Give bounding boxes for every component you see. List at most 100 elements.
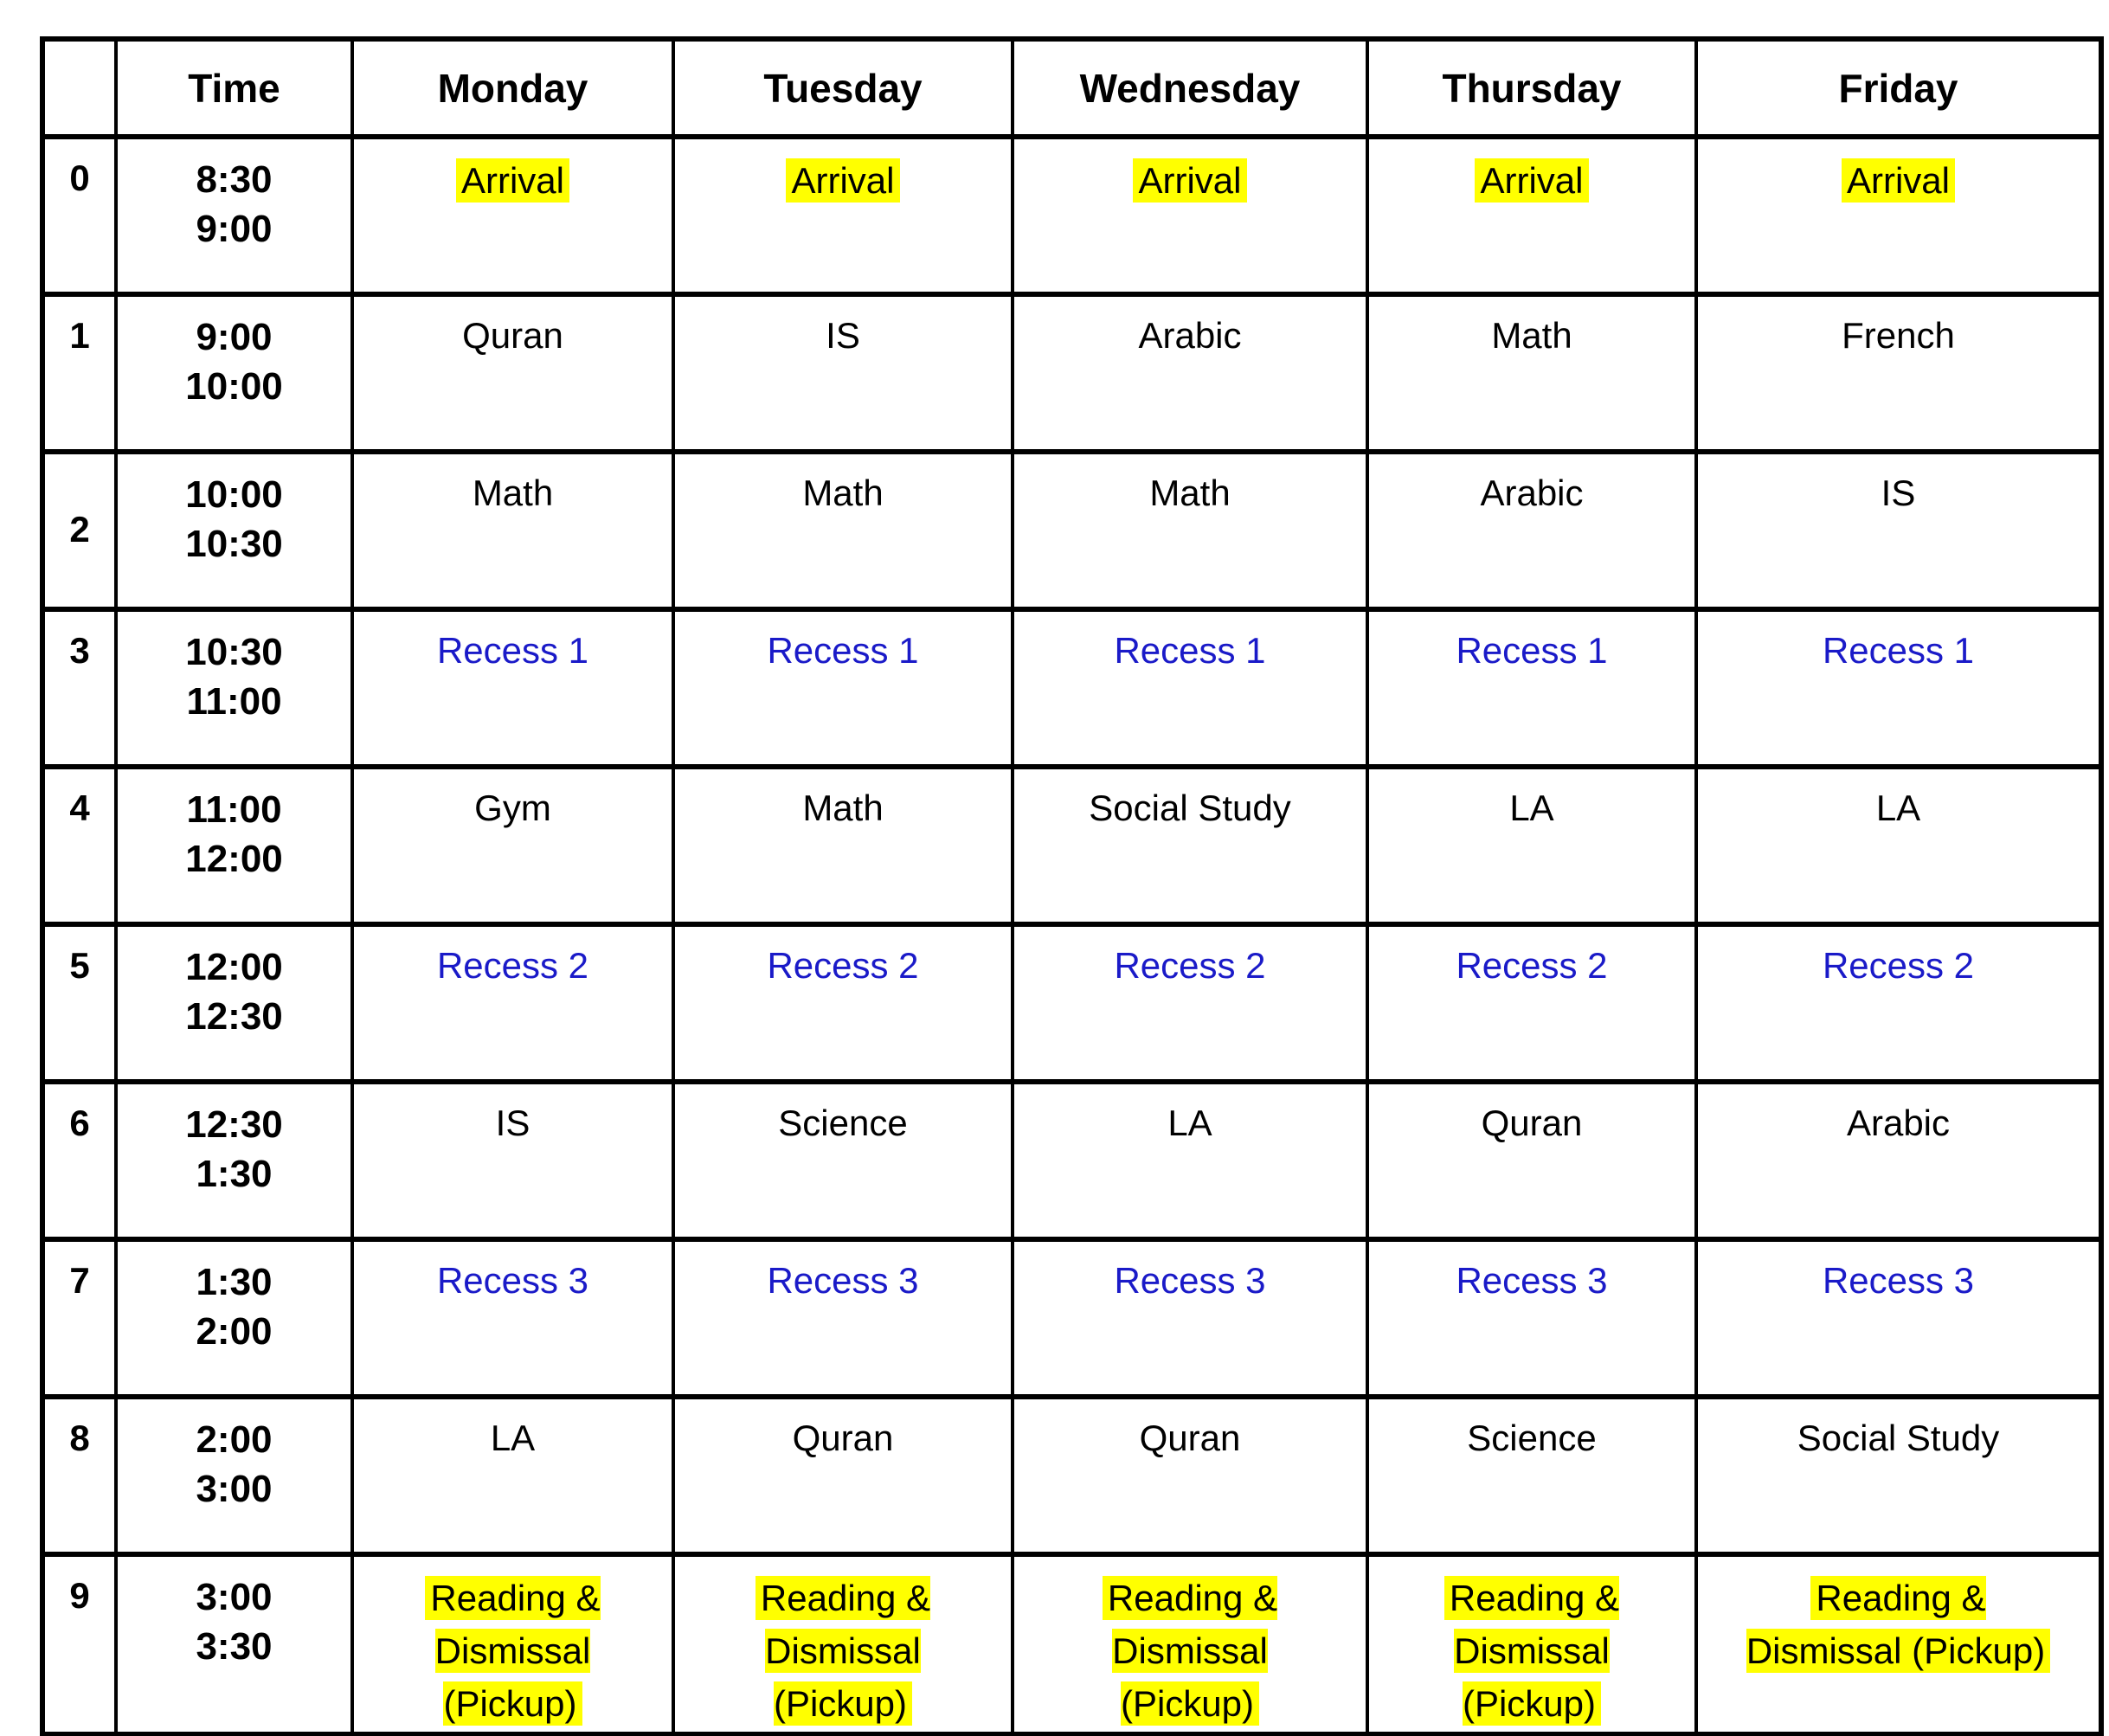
cell-thursday: Recess 1 xyxy=(1366,607,1698,769)
cell-wednesday: Recess 3 xyxy=(1011,1237,1369,1399)
cell-monday: Math xyxy=(350,449,675,612)
cell-thursday: LA xyxy=(1366,764,1698,927)
header-period-number xyxy=(41,36,118,139)
table-row-period-1: 1 9:00 10:00 Quran IS Arabic Math French xyxy=(41,292,2103,454)
highlighted-text: Arrival xyxy=(1475,158,1589,203)
cell-friday: Recess 3 xyxy=(1694,1237,2103,1399)
time-range: 2:00 3:00 xyxy=(114,1394,354,1557)
period-number: 7 xyxy=(41,1237,118,1399)
cell-tuesday: Recess 3 xyxy=(672,1237,1014,1399)
highlighted-text: Arrival xyxy=(1133,158,1247,203)
cell-tuesday: Reading & Dismissal (Pickup) xyxy=(672,1552,1014,1736)
cell-wednesday: Recess 1 xyxy=(1011,607,1369,769)
cell-friday: LA xyxy=(1694,764,2103,927)
table-row-period-6: 6 12:30 1:30 IS Science LA Quran Arabic xyxy=(41,1079,2103,1242)
highlighted-text: Arrival xyxy=(455,158,569,203)
cell-wednesday: Math xyxy=(1011,449,1369,612)
cell-monday: Reading & Dismissal (Pickup) xyxy=(350,1552,675,1736)
cell-tuesday: IS xyxy=(672,292,1014,454)
time-range: 1:30 2:00 xyxy=(114,1237,354,1399)
highlighted-text: Reading & Dismissal (Pickup) xyxy=(425,1576,601,1726)
cell-friday: Social Study xyxy=(1694,1394,2103,1557)
table-row-arrival: 0 8:30 9:00 Arrival Arrival Arrival Arri… xyxy=(41,134,2103,297)
cell-monday: Recess 2 xyxy=(350,922,675,1084)
cell-thursday: Arabic xyxy=(1366,449,1698,612)
period-number: 6 xyxy=(41,1079,118,1242)
period-number: 2 xyxy=(41,449,118,612)
cell-friday: Arabic xyxy=(1694,1079,2103,1242)
table-row-recess-1: 3 10:30 11:00 Recess 1 Recess 1 Recess 1… xyxy=(41,607,2103,769)
cell-wednesday: Arabic xyxy=(1011,292,1369,454)
highlighted-text: Reading & Dismissal (Pickup) xyxy=(755,1576,931,1726)
weekly-schedule-table: Time Monday Tuesday Wednesday Thursday F… xyxy=(40,36,2104,1736)
cell-friday: Arrival xyxy=(1694,134,2103,297)
cell-monday: LA xyxy=(350,1394,675,1557)
cell-wednesday: Recess 2 xyxy=(1011,922,1369,1084)
table-row-recess-3: 7 1:30 2:00 Recess 3 Recess 3 Recess 3 R… xyxy=(41,1237,2103,1399)
cell-wednesday: Arrival xyxy=(1011,134,1369,297)
time-range: 3:00 3:30 xyxy=(114,1552,354,1736)
table-row-period-2: 2 10:00 10:30 Math Math Math Arabic IS xyxy=(41,449,2103,612)
cell-thursday: Recess 2 xyxy=(1366,922,1698,1084)
period-number: 3 xyxy=(41,607,118,769)
cell-thursday: Recess 3 xyxy=(1366,1237,1698,1399)
cell-tuesday: Math xyxy=(672,764,1014,927)
cell-monday: IS xyxy=(350,1079,675,1242)
table-row-dismissal: 9 3:00 3:30 Reading & Dismissal (Pickup)… xyxy=(41,1552,2103,1736)
header-tuesday: Tuesday xyxy=(672,36,1014,139)
period-number: 4 xyxy=(41,764,118,927)
cell-thursday: Quran xyxy=(1366,1079,1698,1242)
time-range: 10:30 11:00 xyxy=(114,607,354,769)
table-row-recess-2: 5 12:00 12:30 Recess 2 Recess 2 Recess 2… xyxy=(41,922,2103,1084)
highlighted-text: Arrival xyxy=(1841,158,1955,203)
highlighted-text: Reading & Dismissal (Pickup) xyxy=(1746,1576,2051,1673)
header-friday: Friday xyxy=(1694,36,2103,139)
cell-friday: Recess 1 xyxy=(1694,607,2103,769)
cell-wednesday: LA xyxy=(1011,1079,1369,1242)
cell-friday: Recess 2 xyxy=(1694,922,2103,1084)
time-range: 12:30 1:30 xyxy=(114,1079,354,1242)
header-thursday: Thursday xyxy=(1366,36,1698,139)
header-monday: Monday xyxy=(350,36,675,139)
period-number: 5 xyxy=(41,922,118,1084)
highlighted-text: Arrival xyxy=(786,158,900,203)
cell-thursday: Reading & Dismissal (Pickup) xyxy=(1366,1552,1698,1736)
cell-monday: Gym xyxy=(350,764,675,927)
time-range: 12:00 12:30 xyxy=(114,922,354,1084)
cell-thursday: Arrival xyxy=(1366,134,1698,297)
cell-monday: Quran xyxy=(350,292,675,454)
period-number: 8 xyxy=(41,1394,118,1557)
cell-tuesday: Quran xyxy=(672,1394,1014,1557)
time-range: 8:30 9:00 xyxy=(114,134,354,297)
cell-friday: Reading & Dismissal (Pickup) xyxy=(1694,1552,2103,1736)
cell-monday: Recess 3 xyxy=(350,1237,675,1399)
table-row-period-4: 4 11:00 12:00 Gym Math Social Study LA L… xyxy=(41,764,2103,927)
header-time: Time xyxy=(114,36,354,139)
cell-friday: IS xyxy=(1694,449,2103,612)
cell-wednesday: Reading & Dismissal (Pickup) xyxy=(1011,1552,1369,1736)
time-range: 9:00 10:00 xyxy=(114,292,354,454)
time-range: 10:00 10:30 xyxy=(114,449,354,612)
cell-tuesday: Recess 2 xyxy=(672,922,1014,1084)
period-number: 1 xyxy=(41,292,118,454)
header-wednesday: Wednesday xyxy=(1011,36,1369,139)
cell-wednesday: Quran xyxy=(1011,1394,1369,1557)
cell-wednesday: Social Study xyxy=(1011,764,1369,927)
period-number: 0 xyxy=(41,134,118,297)
time-range: 11:00 12:00 xyxy=(114,764,354,927)
cell-tuesday: Recess 1 xyxy=(672,607,1014,769)
table-row-period-8: 8 2:00 3:00 LA Quran Quran Science Socia… xyxy=(41,1394,2103,1557)
highlighted-text: Reading & Dismissal (Pickup) xyxy=(1444,1576,1620,1726)
header-row: Time Monday Tuesday Wednesday Thursday F… xyxy=(41,36,2103,139)
cell-thursday: Science xyxy=(1366,1394,1698,1557)
cell-tuesday: Science xyxy=(672,1079,1014,1242)
cell-thursday: Math xyxy=(1366,292,1698,454)
period-number: 9 xyxy=(41,1552,118,1736)
highlighted-text: Reading & Dismissal (Pickup) xyxy=(1102,1576,1278,1726)
cell-friday: French xyxy=(1694,292,2103,454)
cell-monday: Arrival xyxy=(350,134,675,297)
cell-tuesday: Math xyxy=(672,449,1014,612)
cell-tuesday: Arrival xyxy=(672,134,1014,297)
cell-monday: Recess 1 xyxy=(350,607,675,769)
